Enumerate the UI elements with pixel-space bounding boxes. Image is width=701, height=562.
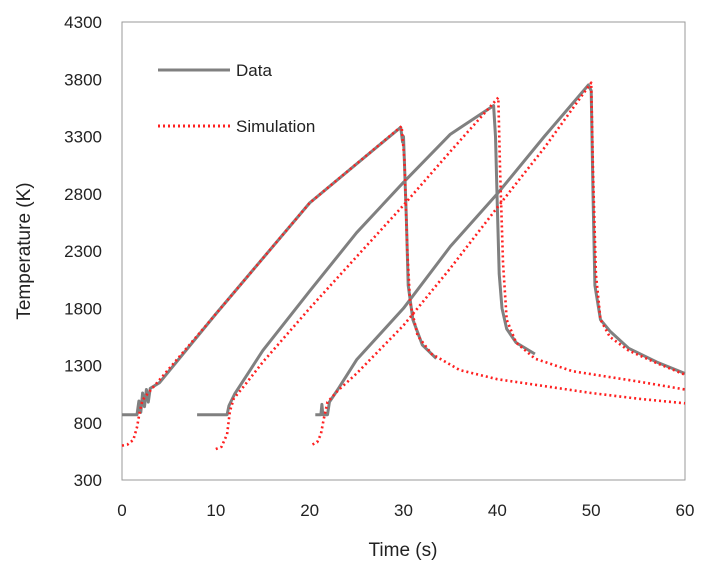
x-axis-ticks: 0 10 20 30 40 50 60 [117, 501, 694, 520]
x-tick-label: 40 [488, 501, 507, 520]
x-tick-label: 10 [206, 501, 225, 520]
y-tick-label: 2800 [64, 185, 102, 204]
series-data-line-3 [315, 83, 686, 417]
series-data-line-1 [122, 125, 438, 417]
series-layer [121, 81, 686, 451]
x-tick-label: 30 [394, 501, 413, 520]
series-simulation-line-1 [121, 124, 686, 447]
y-tick-label: 800 [74, 414, 102, 433]
y-tick-label: 2300 [64, 242, 102, 261]
y-axis-ticks: 300 800 1300 1800 2300 2800 3300 3800 4300 [64, 13, 102, 490]
legend: Data Simulation [158, 61, 315, 136]
legend-label-data: Data [236, 61, 272, 80]
legend-label-simulation: Simulation [236, 117, 315, 136]
series-simulation-line-3 [311, 81, 686, 446]
y-tick-label: 3800 [64, 70, 102, 89]
x-tick-label: 50 [582, 501, 601, 520]
y-tick-label: 1300 [64, 357, 102, 376]
y-tick-label: 3300 [64, 128, 102, 147]
series-simulation-line-2 [215, 96, 686, 451]
x-tick-label: 20 [300, 501, 319, 520]
y-tick-label: 1800 [64, 299, 102, 318]
y-tick-label: 300 [74, 471, 102, 490]
x-tick-label: 0 [117, 501, 126, 520]
plot-area-frame [121, 21, 686, 481]
y-tick-label: 4300 [64, 13, 102, 32]
series-data-line-2 [197, 104, 536, 417]
x-tick-label: 60 [676, 501, 695, 520]
y-axis-title: Temperature (K) [14, 182, 35, 319]
x-axis-title: Time (s) [369, 540, 438, 561]
